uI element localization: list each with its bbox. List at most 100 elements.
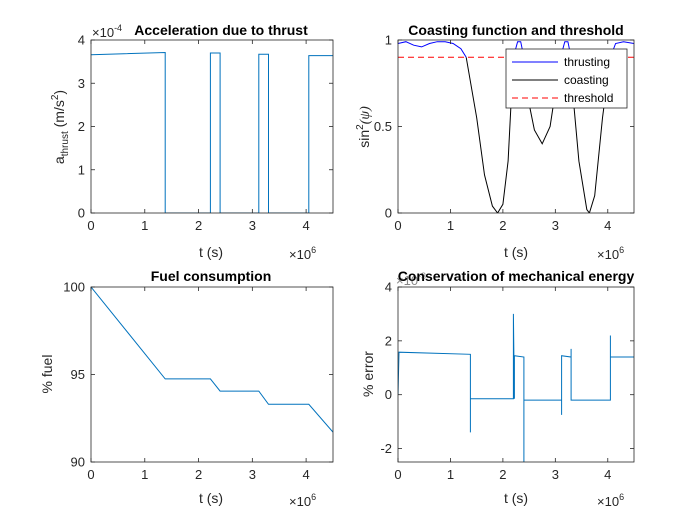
energy-chart-title: Conservation of mechanical energy [398,268,635,284]
fuel-x-tick-label-4: 4 [302,467,309,482]
fuel-x-multiplier: ×106 [289,492,316,509]
coasting-x-multiplier: ×106 [597,245,624,262]
subplot-coasting: Coasting function and threshold sin2(ψ) … [355,22,624,262]
fuel-y-tick-label-0: 90 [71,455,85,470]
energy-x-tick-label-3: 3 [552,467,559,482]
legend-label-coasting: coasting [564,73,609,87]
coasting-x-label: t (s) [504,244,528,260]
acceleration-y-label-sup: 2 [50,94,61,100]
coasting-x-multiplier-exp: 6 [619,245,624,255]
acceleration-y-label-close: ) [51,90,67,95]
svg-text:×106: ×106 [289,492,316,509]
fuel-plot-area [91,287,333,462]
fuel-series-group [91,287,333,433]
acceleration-x-tick-label-0: 0 [87,218,94,233]
energy-y-tick-label-1: 0 [385,387,392,402]
acceleration-y-tick-label-1: 1 [78,162,85,177]
coasting-y-label-rest: (ψ) [358,106,373,124]
subplot-fuel: Fuel consumption % fuel t (s) ×106 [39,268,316,509]
legend-label-threshold: threshold [564,91,613,105]
coasting-series-thrusting [398,41,467,58]
svg-text:×10-3: ×10-3 [396,271,426,288]
energy-y-multiplier: ×10-3 [396,271,426,288]
coasting-x-tick-label-1: 1 [447,218,454,233]
acceleration-x-tick-label-1: 1 [141,218,148,233]
fuel-x-label: t (s) [199,490,223,506]
acceleration-y-tick-label-3: 3 [78,76,85,91]
svg-text:×10-4: ×10-4 [92,23,122,40]
acceleration-y-multiplier-exp: -4 [114,23,122,33]
acceleration-x-multiplier-base: ×10 [289,247,311,262]
acceleration-chart-title: Acceleration due to thrust [134,22,308,38]
fuel-plot: 0 1 2 3 4 90 95 100 [63,280,334,482]
coasting-x-tick-label-0: 0 [394,218,401,233]
energy-y-tick-label-2: 2 [385,333,392,348]
fuel-x-tick-label-0: 0 [87,467,94,482]
fuel-y-tick-label-1: 95 [71,367,85,382]
acceleration-plot: 0 1 2 3 4 0 1 2 3 4 [78,33,334,233]
coasting-x-tick-label-3: 3 [552,218,559,233]
energy-y-tick-label-0: -2 [380,441,392,456]
energy-axes-box [397,286,635,463]
fuel-series-line-0 [91,287,333,433]
fuel-chart-title: Fuel consumption [151,268,272,284]
acceleration-y-tick-label-2: 2 [78,119,85,134]
coasting-y-tick-label-2: 1 [385,33,392,48]
acceleration-x-label: t (s) [199,244,223,260]
energy-x-tick-label-2: 2 [499,467,506,482]
energy-series-group [398,313,634,462]
coasting-x-multiplier-base: ×10 [597,247,619,262]
acceleration-y-label-sub: thrust [60,131,71,156]
fuel-y-label: % fuel [39,355,55,394]
coasting-x-tick-label-4: 4 [604,218,611,233]
legend-label-thrusting: thrusting [564,55,610,69]
energy-x-multiplier: ×106 [597,492,624,509]
coasting-y-label-main: sin [356,130,372,148]
coasting-series-coasting [465,55,611,213]
acceleration-y-label: athrust (m/s2) [50,90,71,164]
energy-x-multiplier-base: ×10 [597,494,619,509]
energy-y-tick-label-3: 4 [385,280,392,295]
energy-x-tick-label-4: 4 [604,467,611,482]
svg-text:×106: ×106 [597,245,624,262]
fuel-x-tick-label-1: 1 [141,467,148,482]
fuel-x-tick-label-3: 3 [249,467,256,482]
acceleration-y-multiplier: ×10-4 [92,23,122,40]
coasting-y-tick-label-0: 0 [385,206,392,221]
acceleration-x-tick-label-4: 4 [302,218,309,233]
acceleration-y-label-units: (m/s [51,100,67,131]
coasting-y-tick-label-1: 0.5 [374,119,392,134]
energy-y-multiplier-base: ×10 [396,273,418,288]
energy-plot-area [398,287,634,462]
energy-x-multiplier-exp: 6 [619,492,624,502]
energy-series-line-0 [398,313,634,462]
coasting-y-label: sin2(ψ) [355,106,373,148]
acceleration-y-label-main: a [51,156,67,164]
acceleration-x-multiplier: ×106 [289,245,316,262]
acceleration-x-multiplier-exp: 6 [311,245,316,255]
subplot-acceleration: Acceleration due to thrust ×10-4 athrust… [50,22,316,262]
acceleration-x-tick-label-2: 2 [195,218,202,233]
fuel-x-multiplier-base: ×10 [289,494,311,509]
svg-text:×106: ×106 [289,245,316,262]
fuel-x-tick-label-2: 2 [195,467,202,482]
acceleration-y-tick-label-0: 0 [78,206,85,221]
energy-y-label: % error [360,351,376,397]
coasting-x-tick-label-2: 2 [499,218,506,233]
acceleration-y-multiplier-base: ×10 [92,25,114,40]
fuel-y-tick-label-2: 100 [63,280,85,295]
acceleration-plot-area [91,40,333,213]
energy-x-label: t (s) [504,490,528,506]
coasting-y-label-sup: 2 [355,124,366,130]
coasting-legend: thrusting coasting threshold [505,48,628,109]
coasting-chart-title: Coasting function and threshold [408,22,623,38]
subplot-energy: Conservation of mechanical energy ×10-3 … [360,268,634,509]
energy-x-tick-label-0: 0 [394,467,401,482]
svg-text:×106: ×106 [597,492,624,509]
energy-x-tick-label-1: 1 [447,467,454,482]
acceleration-y-tick-label-4: 4 [78,33,85,48]
acceleration-x-tick-label-3: 3 [249,218,256,233]
energy-y-multiplier-exp: -3 [418,271,426,281]
